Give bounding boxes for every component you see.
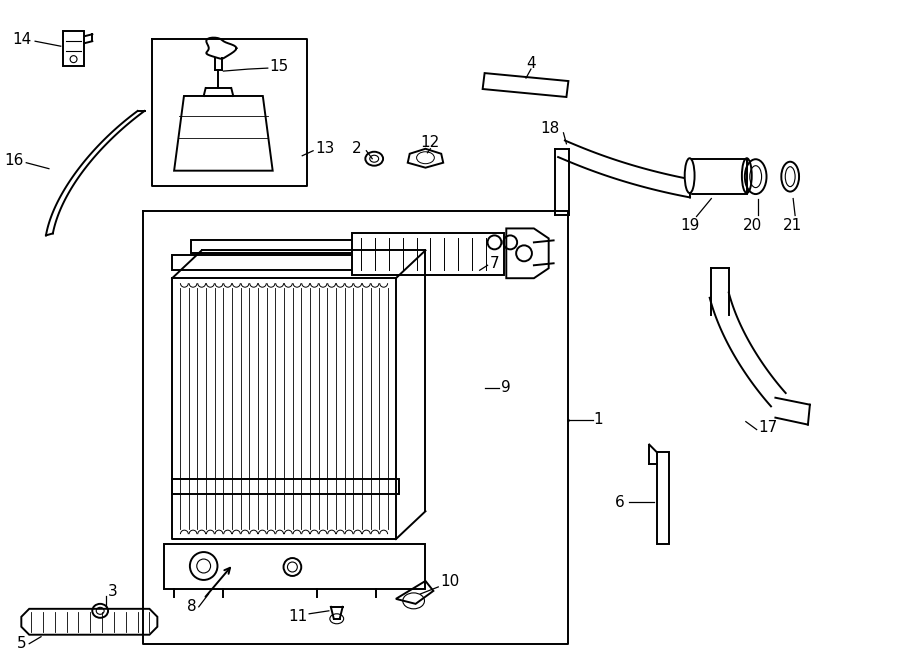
Bar — [689, 159, 747, 194]
Text: 6: 6 — [615, 495, 625, 510]
Polygon shape — [165, 544, 426, 589]
Polygon shape — [172, 479, 399, 494]
Text: 8: 8 — [187, 600, 197, 614]
Text: 11: 11 — [288, 609, 307, 624]
Text: 21: 21 — [782, 219, 802, 233]
Polygon shape — [710, 293, 786, 407]
Text: 7: 7 — [490, 256, 500, 271]
Text: 15: 15 — [270, 59, 289, 73]
Text: 10: 10 — [440, 574, 460, 590]
Polygon shape — [172, 255, 400, 270]
Text: 1: 1 — [593, 412, 603, 427]
Text: 4: 4 — [526, 56, 536, 71]
Text: 19: 19 — [680, 219, 699, 233]
Polygon shape — [352, 233, 504, 275]
Ellipse shape — [685, 158, 695, 193]
Text: 2: 2 — [352, 141, 362, 156]
Text: 20: 20 — [743, 219, 762, 233]
Text: 14: 14 — [12, 32, 32, 47]
Text: 17: 17 — [759, 420, 778, 435]
Text: 16: 16 — [4, 153, 23, 168]
Text: 18: 18 — [540, 122, 560, 136]
Polygon shape — [191, 241, 420, 253]
Bar — [657, 453, 669, 544]
Bar — [63, 31, 85, 66]
Text: 12: 12 — [421, 136, 440, 150]
Text: 13: 13 — [315, 141, 335, 156]
Text: 3: 3 — [108, 584, 118, 600]
Text: 5: 5 — [16, 636, 26, 651]
Text: 9: 9 — [501, 380, 511, 395]
